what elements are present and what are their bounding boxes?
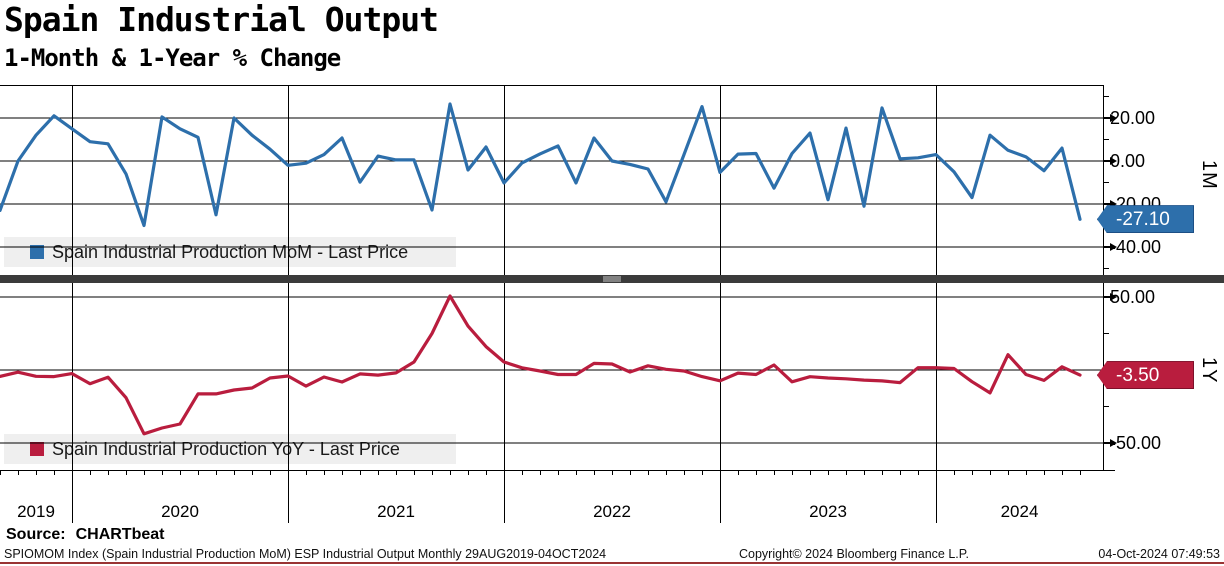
panel-label-1m: 1M xyxy=(1198,160,1220,190)
tick-arrow-icon xyxy=(1110,114,1117,122)
bottom-rule xyxy=(0,562,1224,564)
tick-arrow-icon xyxy=(1110,439,1117,447)
yoy-legend-swatch-icon xyxy=(30,442,44,456)
mom-legend-swatch-icon xyxy=(30,245,44,259)
mom-last-price-badge: -27.10 xyxy=(1097,205,1194,234)
timestamp: 04-Oct-2024 07:49:53 xyxy=(1098,547,1220,561)
tick-arrow-icon xyxy=(1110,243,1117,251)
yoy-series-line[interactable] xyxy=(0,294,1082,436)
separator-drag-handle[interactable] xyxy=(603,280,621,282)
separator-drag-handle[interactable] xyxy=(603,276,621,278)
separator-drag-handle[interactable] xyxy=(603,278,621,280)
source-line: Source: CHARTbeat xyxy=(6,526,164,544)
ticker-info: SPIOMOM Index (Spain Industrial Producti… xyxy=(4,547,607,561)
page-subtitle: 1-Month & 1-Year % Change xyxy=(4,44,341,72)
mom-series-line[interactable] xyxy=(0,102,1082,228)
copyright: Copyright© 2024 Bloomberg Finance L.P. xyxy=(739,547,969,561)
tick-arrow-icon xyxy=(1110,293,1117,301)
page-title: Spain Industrial Output xyxy=(4,0,439,39)
source-value: CHARTbeat xyxy=(75,526,165,543)
yoy-last-price-badge: -3.50 xyxy=(1097,361,1194,390)
source-label: Source: xyxy=(6,526,66,543)
tick-arrow-icon xyxy=(1110,157,1117,165)
panel-label-1y: 1Y xyxy=(1198,356,1220,383)
